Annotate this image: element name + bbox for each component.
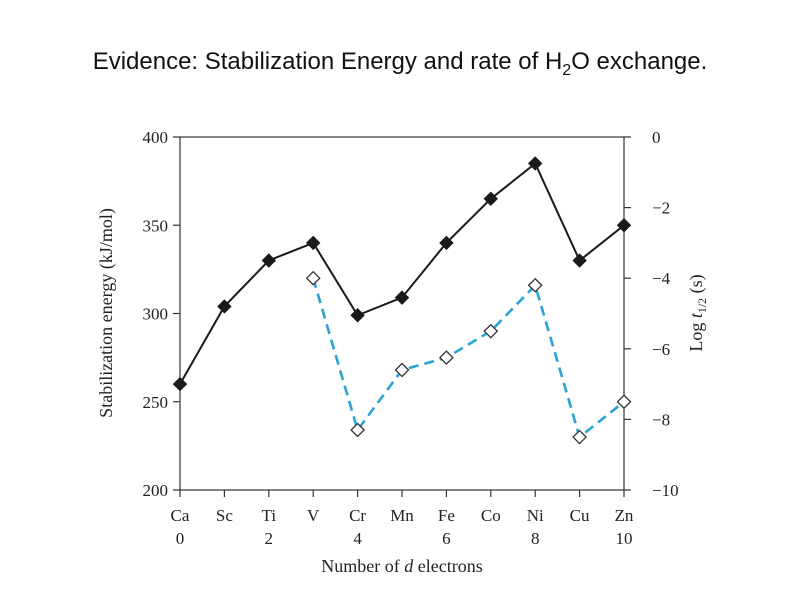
x-category-label: Ca bbox=[171, 506, 190, 525]
x-category-label: Cu bbox=[570, 506, 590, 525]
series-2-point bbox=[572, 429, 588, 445]
x-number-label: 4 bbox=[353, 529, 362, 548]
x-number-label: 8 bbox=[531, 529, 540, 548]
y2-tick-label: −6 bbox=[652, 340, 670, 359]
x-number-label: 0 bbox=[176, 529, 185, 548]
x-axis-label: Number of d electrons bbox=[321, 556, 482, 576]
series-line-1 bbox=[179, 161, 625, 385]
y2-tick-label: −4 bbox=[652, 269, 671, 288]
x-axis-label-part-3: electrons bbox=[413, 556, 482, 576]
series-1-point bbox=[305, 235, 321, 251]
y-tick-label: 250 bbox=[143, 393, 169, 412]
x-number-label: 6 bbox=[442, 529, 451, 548]
y2-axis-label-part-1: Log bbox=[686, 318, 706, 352]
y-tick-label: 350 bbox=[143, 216, 169, 235]
series-1-point bbox=[217, 299, 232, 314]
series-1-point bbox=[527, 156, 543, 171]
series-1-point bbox=[172, 376, 188, 392]
title-suffix: O exchange. bbox=[571, 48, 708, 75]
series-1-point bbox=[439, 235, 454, 251]
x-category-label: Fe bbox=[438, 506, 455, 525]
x-category-label: Sc bbox=[216, 506, 233, 525]
title-prefix: Evidence: Stabilization Energy and rate … bbox=[92, 48, 563, 75]
series-2-point bbox=[527, 277, 543, 293]
y2-axis-label-part-2: t bbox=[686, 312, 706, 318]
x-category-label: Cr bbox=[349, 506, 366, 525]
series-line-2 bbox=[311, 277, 625, 440]
series-1-point bbox=[350, 308, 365, 323]
x-category-label: Ni bbox=[527, 506, 544, 525]
y2-tick-label: −2 bbox=[652, 199, 670, 218]
series-2-point bbox=[394, 362, 410, 378]
x-axis-label-part-1: Number of bbox=[321, 556, 404, 576]
series-1-point bbox=[572, 253, 587, 268]
y2-axis-label-part-4: (s) bbox=[686, 274, 707, 298]
x-axis-label-part-2: d bbox=[404, 556, 414, 576]
y2-axis-label: Log t1/2 (s) bbox=[686, 274, 709, 351]
x-number-label: 10 bbox=[616, 529, 633, 548]
series-2-point bbox=[305, 270, 321, 286]
series-2-point bbox=[616, 394, 632, 410]
y-tick-label: 300 bbox=[143, 305, 169, 324]
x-category-label: V bbox=[307, 506, 320, 525]
series-2-point bbox=[438, 350, 454, 366]
series-1-point bbox=[394, 290, 410, 305]
x-category-label: Mn bbox=[390, 506, 414, 525]
x-number-label: 2 bbox=[265, 529, 274, 548]
x-category-label: Co bbox=[481, 506, 501, 525]
y2-tick-label: −10 bbox=[652, 481, 679, 500]
plot-frame bbox=[179, 136, 625, 491]
x-category-label: Ti bbox=[262, 506, 277, 525]
series-2-point bbox=[483, 323, 499, 339]
y2-tick-label: −8 bbox=[652, 410, 670, 429]
x-category-label: Zn bbox=[615, 506, 634, 525]
y2-tick-label: 0 bbox=[652, 128, 661, 147]
y2-axis-label-part-3: 1/2 bbox=[695, 298, 709, 313]
slide-title: Evidence: Stabilization Energy and rate … bbox=[0, 48, 800, 80]
series-1-point bbox=[261, 253, 277, 268]
y-tick-label: 400 bbox=[143, 128, 169, 147]
y-tick-label: 200 bbox=[143, 481, 169, 500]
y-axis-label: Stabilization energy (kJ/mol) bbox=[96, 208, 117, 418]
series-1-point bbox=[483, 191, 499, 206]
series-1-point bbox=[616, 218, 632, 233]
title-subscript: 2 bbox=[562, 61, 572, 79]
series-2-point bbox=[350, 422, 366, 438]
